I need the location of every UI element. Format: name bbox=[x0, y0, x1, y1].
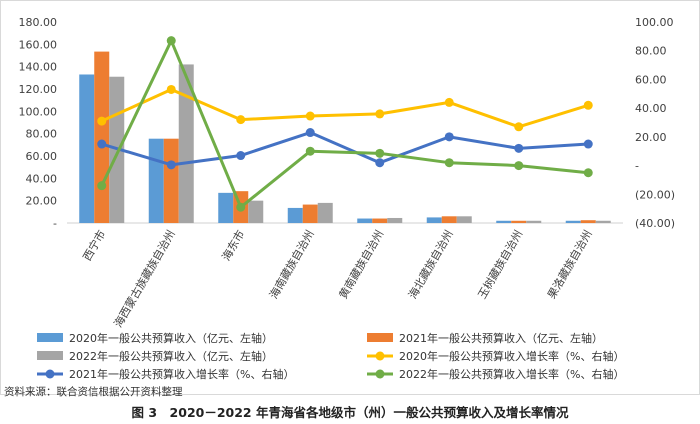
right-axis-tick-label: - bbox=[635, 160, 639, 173]
legend-swatch-bar bbox=[367, 333, 393, 342]
growth-point-1-1 bbox=[97, 116, 107, 126]
legend-label: 2022年一般公共预算收入（亿元、左轴） bbox=[69, 349, 273, 363]
legend-swatch-bar bbox=[37, 333, 63, 342]
bar-2-7 bbox=[511, 220, 527, 223]
bar-1-3 bbox=[218, 192, 234, 223]
legend-swatch-marker bbox=[45, 369, 55, 379]
data-source-note: 资料来源：联合资信根据公开资料整理 bbox=[4, 386, 183, 398]
category-label: 海北藏族自治州 bbox=[405, 228, 456, 302]
bar-2-2 bbox=[163, 138, 179, 223]
left-axis-tick-label: 140.00 bbox=[19, 61, 58, 74]
category-label: 黄南藏族自治州 bbox=[336, 228, 387, 302]
bar-1-4 bbox=[287, 207, 303, 223]
left-axis-tick-label: 100.00 bbox=[19, 105, 58, 118]
legend-swatch-marker bbox=[375, 369, 385, 379]
growth-point-1-2 bbox=[166, 84, 176, 94]
growth-point-3-2 bbox=[166, 36, 176, 46]
left-axis-tick-label: 60.00 bbox=[26, 150, 58, 163]
growth-point-1-3 bbox=[236, 115, 246, 125]
chart-area: - 20.00 40.00 60.00 80.00 100.00 120.00 140.00 1… bbox=[0, 0, 700, 395]
growth-point-1-4 bbox=[305, 111, 315, 121]
category-label: 海西蒙古族藏族自治州 bbox=[111, 228, 178, 330]
bar-1-7 bbox=[496, 220, 512, 223]
growth-point-3-4 bbox=[305, 146, 315, 156]
right-axis-tick-label: 100.00 bbox=[635, 16, 674, 29]
growth-point-3-1 bbox=[97, 181, 107, 191]
growth-point-2-6 bbox=[444, 132, 454, 142]
growth-point-2-1 bbox=[97, 139, 107, 149]
right-axis-tick-label: 20.00 bbox=[635, 131, 667, 144]
left-axis-tick-label: 20.00 bbox=[26, 195, 58, 208]
growth-point-3-3 bbox=[236, 202, 246, 212]
right-axis-tick-label: 80.00 bbox=[635, 45, 667, 58]
legend-label: 2021年一般公共预算收入增长率（%、右轴） bbox=[69, 367, 294, 381]
left-axis-tick-label: - bbox=[53, 217, 57, 230]
budget-revenue-chart: - 20.00 40.00 60.00 80.00 100.00 120.00 140.00 1… bbox=[19, 16, 676, 381]
category-label: 海南藏族自治州 bbox=[266, 228, 317, 302]
growth-point-3-8 bbox=[583, 168, 593, 178]
growth-point-2-4 bbox=[305, 128, 315, 138]
bar-2-8 bbox=[580, 220, 596, 223]
bar-3-2 bbox=[178, 64, 194, 223]
bar-1-1 bbox=[79, 74, 95, 223]
legend-swatch-marker bbox=[375, 351, 385, 361]
bar-3-8 bbox=[595, 220, 611, 223]
right-axis-tick-label: (40.00) bbox=[635, 217, 675, 230]
growth-point-1-8 bbox=[583, 100, 593, 110]
right-axis-tick-label: (20.00) bbox=[635, 188, 675, 201]
bar-1-2 bbox=[148, 138, 164, 223]
growth-point-2-5 bbox=[375, 158, 385, 168]
bar-1-8 bbox=[565, 220, 581, 223]
right-axis-tick-label: 60.00 bbox=[635, 73, 667, 86]
left-axis-tick-label: 120.00 bbox=[19, 83, 58, 96]
growth-point-3-5 bbox=[375, 148, 385, 158]
category-label: 果洛藏族自治州 bbox=[544, 228, 595, 302]
growth-point-3-7 bbox=[514, 161, 524, 171]
bar-3-3 bbox=[248, 200, 264, 223]
bar-1-6 bbox=[426, 217, 442, 223]
legend-label: 2022年一般公共预算收入增长率（%、右轴） bbox=[399, 367, 624, 381]
right-axis-tick-label: 40.00 bbox=[635, 102, 667, 115]
growth-point-2-2 bbox=[166, 160, 176, 170]
growth-point-1-5 bbox=[375, 109, 385, 119]
legend-label: 2021年一般公共预算收入（亿元、左轴） bbox=[399, 331, 603, 345]
growth-point-1-6 bbox=[444, 97, 454, 107]
left-axis-tick-label: 40.00 bbox=[26, 172, 58, 185]
bar-2-6 bbox=[441, 216, 457, 223]
growth-line-3 bbox=[100, 39, 589, 209]
growth-point-1-7 bbox=[514, 122, 524, 132]
legend-label: 2020年一般公共预算收入（亿元、左轴） bbox=[69, 331, 273, 345]
growth-point-2-7 bbox=[514, 143, 524, 153]
legend-swatch-bar bbox=[37, 351, 63, 360]
figure-caption: 图 3 2020－2022 年青海省各地级市（州）一般公共预算收入及增长率情况 bbox=[131, 405, 569, 420]
bar-2-1 bbox=[94, 51, 110, 223]
category-label: 玉树藏族自治州 bbox=[475, 228, 526, 302]
growth-line-1 bbox=[101, 87, 589, 129]
left-axis-tick-label: 80.00 bbox=[26, 128, 58, 141]
bar-3-7 bbox=[526, 220, 542, 223]
bar-1-5 bbox=[357, 218, 373, 223]
growth-line-2 bbox=[101, 131, 589, 167]
growth-point-3-6 bbox=[444, 158, 454, 168]
left-axis-tick-label: 180.00 bbox=[19, 16, 58, 29]
bar-2-4 bbox=[302, 204, 318, 223]
category-label: 西宁市 bbox=[80, 228, 109, 264]
left-axis-tick-label: 160.00 bbox=[19, 38, 58, 51]
bar-3-6 bbox=[456, 216, 472, 223]
bar-2-5 bbox=[372, 218, 388, 223]
bar-3-5 bbox=[387, 217, 403, 223]
growth-point-2-3 bbox=[236, 151, 246, 161]
legend-label: 2020年一般公共预算收入增长率（%、右轴） bbox=[399, 349, 624, 363]
bar-3-4 bbox=[317, 202, 333, 223]
category-label: 海东市 bbox=[219, 228, 248, 264]
growth-point-2-8 bbox=[583, 139, 593, 149]
